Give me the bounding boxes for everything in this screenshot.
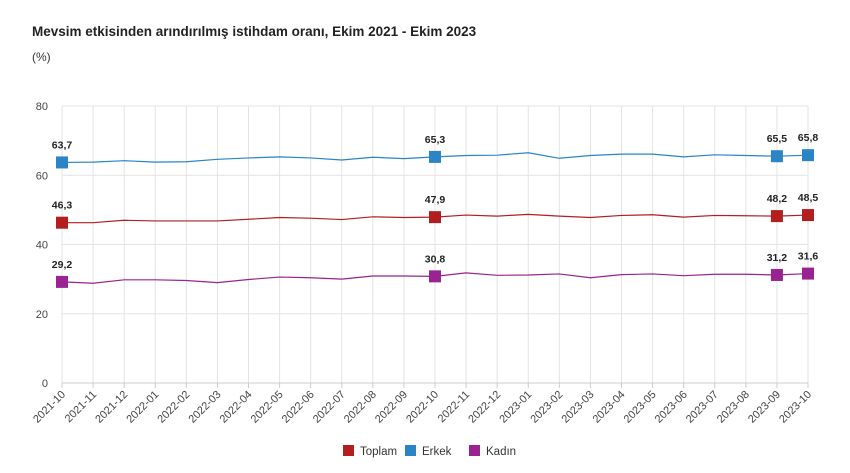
legend-swatch	[469, 445, 480, 456]
y-tick-label: 0	[42, 378, 48, 390]
data-label: 47,9	[425, 194, 446, 206]
legend-swatch	[343, 445, 354, 456]
x-tick-label: 2023-01	[497, 389, 534, 426]
y-tick-label: 40	[36, 240, 48, 252]
x-tick-label: 2023-09	[746, 389, 783, 426]
x-tick-label: 2023-05	[622, 389, 659, 426]
x-tick-label: 2022-10	[404, 389, 441, 426]
x-tick-label: 2022-09	[373, 389, 410, 426]
data-label: 46,3	[52, 200, 73, 212]
legend-item-toplam[interactable]: Toplam	[343, 445, 397, 458]
series-toplam: 46,3 47,9 48,2 48,5	[52, 192, 819, 229]
x-tick-label: 2022-08	[342, 389, 379, 426]
data-point-marker[interactable]	[429, 150, 441, 163]
x-tick-label: 2023-08	[715, 389, 752, 426]
legend-item-kadın[interactable]: Kadın	[469, 445, 516, 458]
data-label: 65,5	[767, 133, 788, 145]
data-label: 65,8	[798, 132, 819, 144]
data-point-marker[interactable]	[770, 210, 783, 223]
y-tick-label: 60	[36, 170, 48, 182]
data-point-marker[interactable]	[770, 150, 783, 163]
x-tick-label: 2021-12	[93, 389, 130, 426]
x-tick-label: 2021-11	[63, 389, 99, 425]
x-tick-label: 2023-03	[560, 389, 597, 426]
series-kadın: 29,2 30,8 31,2 31,6	[52, 251, 819, 288]
x-tick-label: 2023-07	[684, 389, 721, 426]
chart-title: Mevsim etkisinden arındırılmış istihdam …	[32, 24, 477, 39]
data-point-marker[interactable]	[802, 267, 814, 280]
x-tick-label: 2023-06	[653, 389, 690, 426]
data-label: 48,5	[798, 192, 819, 204]
x-tick-label: 2023-10	[777, 389, 814, 426]
data-label: 31,6	[798, 251, 819, 263]
legend-label: Erkek	[422, 446, 452, 458]
data-label: 48,2	[767, 193, 788, 205]
data-label: 29,2	[52, 259, 73, 271]
data-point-marker[interactable]	[56, 156, 68, 169]
data-point-marker[interactable]	[429, 270, 441, 283]
x-tick-label: 2022-06	[280, 389, 317, 426]
x-tick-label: 2022-04	[218, 389, 255, 426]
data-label: 31,2	[767, 252, 788, 264]
x-tick-label: 2022-07	[311, 389, 348, 426]
data-point-marker[interactable]	[802, 149, 814, 162]
y-tick-label: 20	[36, 309, 48, 321]
data-point-marker[interactable]	[429, 211, 441, 224]
series-erkek: 63,7 65,3 65,5 65,8	[52, 132, 819, 169]
data-point-marker[interactable]	[56, 216, 68, 229]
legend-label: Toplam	[360, 446, 397, 458]
legend-item-erkek[interactable]: Erkek	[405, 445, 452, 458]
data-label: 63,7	[52, 139, 73, 151]
legend-label: Kadın	[486, 446, 516, 458]
x-tick-label: 2023-02	[528, 389, 565, 426]
x-tick-label: 2022-12	[466, 389, 503, 426]
x-tick-label: 2022-01	[124, 389, 161, 426]
x-tick-label: 2021-10	[31, 389, 68, 426]
legend-swatch	[405, 445, 416, 456]
data-point-marker[interactable]	[56, 275, 68, 288]
data-label: 30,8	[425, 253, 446, 265]
y-tick-label: 80	[36, 101, 48, 113]
x-tick-label: 2022-05	[249, 389, 286, 426]
x-tick-label: 2022-03	[187, 389, 224, 426]
data-point-marker[interactable]	[770, 268, 783, 281]
data-label: 65,3	[425, 134, 446, 146]
y-axis-unit: (%)	[32, 50, 51, 64]
x-tick-label: 2022-11	[436, 389, 472, 425]
data-point-marker[interactable]	[802, 209, 814, 222]
x-tick-label: 2022-02	[155, 389, 192, 426]
x-tick-label: 2023-04	[591, 389, 628, 426]
